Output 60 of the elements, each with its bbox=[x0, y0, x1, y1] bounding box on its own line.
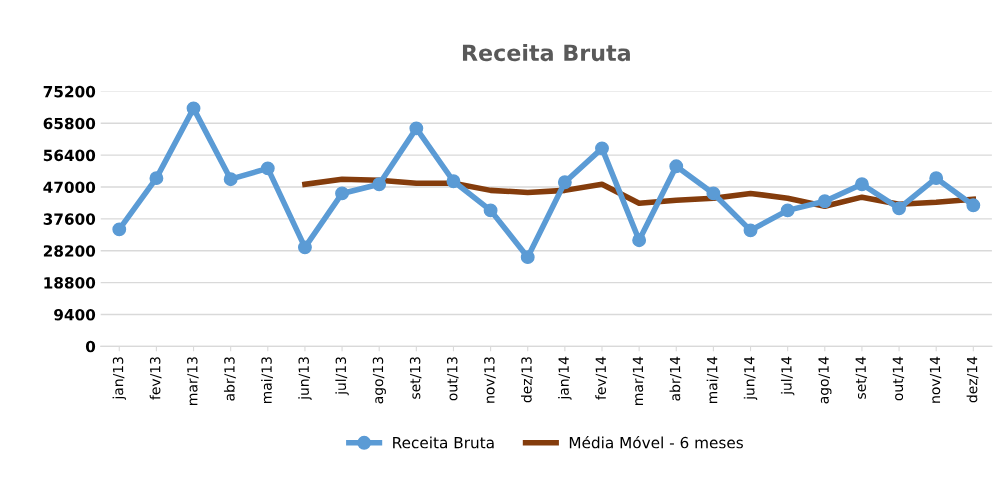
point bbox=[112, 222, 127, 237]
x-tick-label: jul/14 bbox=[780, 356, 795, 396]
point bbox=[743, 223, 758, 238]
point bbox=[186, 101, 201, 116]
point bbox=[966, 198, 981, 213]
point bbox=[149, 171, 164, 186]
x-tick-label: set/13 bbox=[409, 357, 422, 399]
chart-title: Receita Bruta bbox=[462, 43, 630, 62]
x-tick-label: dez/13 bbox=[521, 357, 533, 403]
y-tick-label: 56400 bbox=[43, 149, 96, 162]
y-tick-label: 75200 bbox=[43, 85, 96, 98]
point bbox=[669, 159, 684, 174]
point bbox=[520, 250, 535, 265]
y-tick-label: 37600 bbox=[43, 213, 96, 225]
x-tick-label: fev/13 bbox=[149, 357, 162, 400]
x-tick-label: mai/14 bbox=[706, 356, 719, 404]
x-tick-label: set/14 bbox=[855, 356, 868, 399]
legend-label: Receita Bruta bbox=[393, 436, 494, 449]
point bbox=[706, 186, 721, 201]
y-tick-label: 18800 bbox=[44, 277, 96, 289]
point bbox=[260, 161, 275, 176]
y-tick-label: 0 bbox=[85, 340, 96, 353]
point bbox=[372, 177, 387, 192]
x-tick-label: ago/14 bbox=[818, 356, 832, 404]
point bbox=[595, 141, 609, 156]
x-tick-label: mar/14 bbox=[632, 356, 645, 405]
x-tick-label: ago/13 bbox=[372, 357, 386, 404]
point bbox=[483, 203, 498, 218]
x-tick-label: nov/13 bbox=[484, 357, 496, 403]
y-tick-label: 47000 bbox=[43, 181, 96, 194]
point bbox=[892, 201, 907, 216]
x-tick-label: jan/13 bbox=[112, 357, 126, 400]
x-tick-label: jul/13 bbox=[335, 357, 349, 396]
x-tick-label: nov/14 bbox=[929, 356, 942, 403]
x-tick-label: mai/13 bbox=[261, 357, 273, 404]
point bbox=[223, 172, 238, 187]
x-tick-label: dez/14 bbox=[966, 356, 979, 403]
y-tick-label: 65800 bbox=[43, 117, 96, 130]
x-tick-label: out/14 bbox=[892, 356, 905, 401]
point bbox=[446, 174, 461, 189]
x-tick-label: jan/14 bbox=[558, 356, 572, 400]
point bbox=[297, 240, 312, 255]
point bbox=[780, 203, 795, 218]
point bbox=[854, 177, 869, 192]
legend-label: Média Móvel - 6 meses bbox=[569, 435, 743, 449]
point bbox=[632, 233, 647, 248]
point bbox=[557, 175, 572, 190]
x-tick-label: abr/14 bbox=[669, 356, 682, 401]
point bbox=[817, 194, 832, 209]
point bbox=[929, 171, 944, 186]
x-tick-label: jun/13 bbox=[298, 357, 312, 401]
x-tick-label: out/13 bbox=[446, 357, 459, 401]
point bbox=[409, 121, 424, 136]
point bbox=[335, 186, 350, 201]
x-tick-label: mar/13 bbox=[187, 357, 199, 405]
x-tick-label: abr/13 bbox=[223, 357, 236, 401]
y-tick-label: 28200 bbox=[43, 245, 96, 257]
x-tick-label: fev/14 bbox=[595, 356, 608, 400]
x-tick-label: jun/14 bbox=[743, 356, 758, 401]
y-tick-label: 9400 bbox=[54, 308, 96, 321]
